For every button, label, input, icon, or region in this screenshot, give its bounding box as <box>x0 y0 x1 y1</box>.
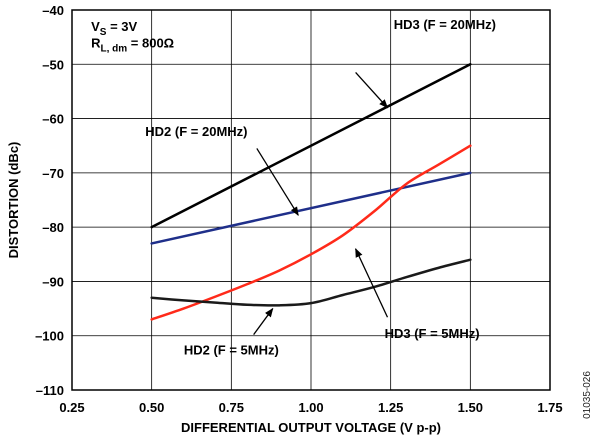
y-tick-label: –40 <box>42 3 64 18</box>
y-tick-label: –50 <box>42 57 64 72</box>
y-tick-label: –100 <box>35 329 64 344</box>
y-tick-labels: –110 –100 –90 –80 –70 –60 –50 –40 <box>35 3 64 398</box>
supply-symbol: V <box>91 19 100 34</box>
x-tick-label: 1.25 <box>378 400 403 415</box>
x-tick-label: 0.50 <box>139 400 164 415</box>
arrow-hd2-20mhz <box>256 148 299 216</box>
load-symbol: R <box>91 35 101 50</box>
annotation-hd2-20mhz: HD2 (F = 20MHz) <box>145 124 247 139</box>
arrow-hd3-5mhz <box>355 248 389 318</box>
arrow-hd2-5mhz <box>253 307 274 336</box>
series-line-2 <box>150 144 472 321</box>
annotation-hd3-5mhz: HD3 (F = 5MHz) <box>385 326 480 341</box>
arrow-hd3-20mhz <box>355 71 389 109</box>
series-line-0 <box>150 63 472 229</box>
load-value: = 800Ω <box>127 35 174 50</box>
y-axis-title: DISTORTION (dBc) <box>6 142 21 259</box>
plot-frame <box>71 9 551 391</box>
x-tick-label: 1.50 <box>458 400 483 415</box>
y-tick-label: –80 <box>42 220 64 235</box>
x-tick-labels: 0.25 0.50 0.75 1.00 1.25 1.50 1.75 <box>59 400 562 415</box>
supply-value: = 3V <box>106 19 137 34</box>
annotation-hd2-5mhz: HD2 (F = 5MHz) <box>184 343 279 358</box>
x-tick-label: 1.75 <box>537 400 562 415</box>
y-tick-label: –70 <box>42 166 64 181</box>
annotation-hd3-20mhz: HD3 (F = 20MHz) <box>394 17 496 32</box>
y-tick-label: –90 <box>42 274 64 289</box>
x-tick-label: 1.00 <box>298 400 323 415</box>
annotation-arrows <box>253 71 389 336</box>
load-condition: RL, dm = 800Ω <box>91 35 174 54</box>
supply-subscript: S <box>100 27 107 38</box>
series-group <box>150 63 472 321</box>
series-line-3 <box>150 258 472 307</box>
x-tick-label: 0.25 <box>59 400 84 415</box>
y-tick-label: –60 <box>42 112 64 127</box>
y-tick-label: –110 <box>36 383 64 398</box>
load-subscript: L, dm <box>101 43 128 54</box>
series-line-1 <box>150 171 472 245</box>
x-tick-label: 0.75 <box>219 400 244 415</box>
figure-code: 01035-026 <box>582 371 593 419</box>
x-axis-title: DIFFERENTIAL OUTPUT VOLTAGE (V p-p) <box>181 420 441 435</box>
supply-condition: VS = 3V <box>91 19 137 38</box>
